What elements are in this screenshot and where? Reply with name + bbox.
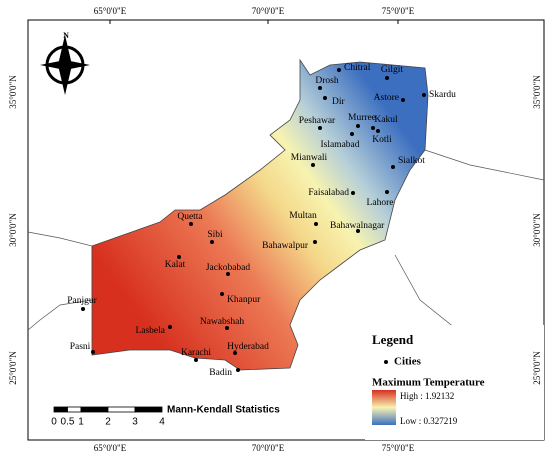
- city-point: [91, 350, 95, 354]
- city-label: Chitral: [344, 63, 371, 73]
- city-label: Bahawalnagar: [330, 221, 385, 231]
- ramp-high: High : 1.92132: [400, 391, 454, 401]
- scale-segment: [134, 406, 163, 413]
- legend-cities: Cities: [394, 356, 422, 368]
- city-point: [226, 272, 230, 276]
- city-label: Quetta: [177, 212, 203, 222]
- city-label: Dir: [332, 97, 346, 107]
- city-point: [337, 68, 341, 72]
- city-label: Multan: [289, 211, 317, 221]
- city-label: Hyderabad: [227, 342, 269, 352]
- city-point: [81, 307, 85, 311]
- city-point: [233, 351, 237, 355]
- city-point: [385, 190, 389, 194]
- north-arrow: N: [40, 31, 90, 95]
- city-label: Islamabad: [320, 140, 359, 150]
- city-point: [318, 86, 322, 90]
- lat-label: 30°0'0"N: [532, 213, 542, 247]
- city-point: [194, 358, 198, 362]
- city-label: Karachi: [181, 348, 211, 358]
- city-point: [376, 129, 380, 133]
- color-ramp: [372, 390, 396, 425]
- city-label: Mianwali: [291, 153, 328, 163]
- city-label: Khanpur: [227, 295, 261, 305]
- pakistan-region: [91, 58, 429, 371]
- lon-label: 75°0'0"E: [382, 6, 415, 16]
- city-label: Badin: [209, 368, 232, 378]
- lon-label: 75°0'0"E: [382, 443, 415, 453]
- lon-label: 70°0'0"E: [252, 443, 285, 453]
- lon-label: 70°0'0"E: [252, 6, 285, 16]
- scale-segment: [107, 406, 136, 413]
- city-point: [210, 240, 214, 244]
- city-label: Faisalabad: [308, 188, 349, 198]
- city-label: Nawabshah: [200, 317, 245, 327]
- scale-label: 4: [159, 417, 165, 428]
- scale-segment: [80, 406, 109, 413]
- city-label: Panjgur: [67, 296, 97, 306]
- lon-label: 65°0'0"E: [94, 443, 127, 453]
- lat-label: 30°0'0"N: [8, 213, 18, 247]
- city-point: [311, 163, 315, 167]
- scale-label: 0.5: [61, 417, 75, 428]
- city-label: Kotli: [372, 135, 392, 145]
- city-label: Drosh: [315, 76, 338, 86]
- city-label: Murree: [348, 113, 376, 123]
- city-point: [313, 240, 317, 244]
- svg-text:N: N: [63, 31, 69, 40]
- city-label: Kalat: [165, 260, 186, 270]
- legend-title: Legend: [372, 332, 414, 347]
- ramp-low: Low : 0.327219: [400, 416, 458, 426]
- city-point: [189, 222, 193, 226]
- scale-title: Mann-Kendall Statistics: [167, 405, 280, 416]
- city-point: [225, 326, 229, 330]
- city-point: [356, 229, 360, 233]
- lat-label: 35°0'0"N: [532, 75, 542, 109]
- scale-label: 3: [132, 417, 138, 428]
- city-point: [220, 292, 224, 296]
- city-point: [318, 126, 322, 130]
- scale-label: 2: [105, 417, 111, 428]
- scale-label: 1: [78, 417, 84, 428]
- city-label: Lasbela: [135, 326, 165, 336]
- city-point: [391, 165, 395, 169]
- border: [424, 149, 545, 181]
- city-label: Skardu: [429, 90, 456, 100]
- legend-ramp-title: Maximum Temperature: [372, 377, 485, 389]
- city-point: [350, 132, 354, 136]
- city-label: Peshawar: [299, 116, 336, 126]
- city-label: Sialkot: [398, 156, 425, 166]
- city-point: [371, 126, 375, 130]
- city-label: Astore: [374, 93, 399, 103]
- city-point: [351, 191, 355, 195]
- city-point: [323, 96, 327, 100]
- scale-label: 0: [51, 417, 57, 428]
- city-point: [177, 255, 181, 259]
- city-label: Kakul: [374, 115, 398, 125]
- lat-label: 35°0'0"N: [8, 75, 18, 109]
- scale-segment: [53, 406, 68, 413]
- city-label: Sibi: [207, 230, 223, 240]
- city-point: [236, 368, 240, 372]
- city-label: Pasni: [70, 342, 91, 352]
- city-point: [385, 76, 389, 80]
- city-label: Bahawalpur: [262, 241, 309, 251]
- city-point: [422, 93, 426, 97]
- lon-label: 65°0'0"E: [94, 6, 127, 16]
- city-label: Lahore: [367, 198, 394, 208]
- city-label: Gilgit: [381, 65, 404, 75]
- lat-label: 25°0'0"N: [532, 351, 542, 385]
- city-label: Jackobabad: [206, 263, 251, 273]
- lat-label: 25°0'0"N: [8, 351, 18, 385]
- scale-segment: [67, 406, 82, 413]
- city-point: [401, 98, 405, 102]
- city-point: [314, 222, 318, 226]
- city-point: [356, 124, 360, 128]
- legend-city-symbol: [384, 360, 388, 364]
- city-point: [168, 325, 172, 329]
